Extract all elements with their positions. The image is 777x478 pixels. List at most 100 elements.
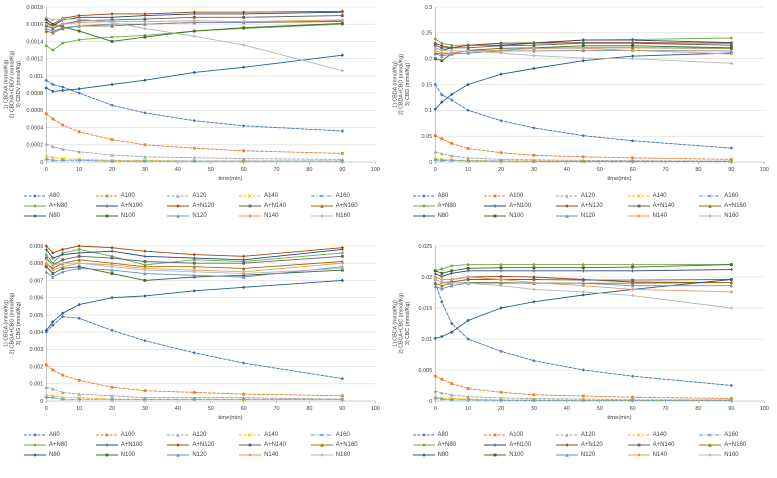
legend-item-A+N160: A+N160 xyxy=(310,441,379,449)
svg-text:10: 10 xyxy=(76,406,82,412)
legend-label: A+N100 xyxy=(509,203,532,209)
legend-sample-line xyxy=(24,443,46,447)
legend-item-N160: N160 xyxy=(699,212,767,220)
svg-text:0.001: 0.001 xyxy=(29,74,43,80)
legend-item-A120: A120 xyxy=(555,431,624,439)
svg-text:60: 60 xyxy=(629,406,635,412)
legend-label: N120 xyxy=(580,213,596,219)
legend-item-A+N140: A+N140 xyxy=(239,202,307,210)
svg-text:0.01: 0.01 xyxy=(421,337,432,343)
legend-sample-line xyxy=(95,453,118,457)
svg-text:0.005: 0.005 xyxy=(29,313,43,319)
legend-label: A100 xyxy=(120,432,135,438)
legend-label: A+N120 xyxy=(192,442,215,448)
svg-text:0.006: 0.006 xyxy=(29,296,43,302)
svg-text:time(min): time(min) xyxy=(218,176,242,182)
svg-text:0.007: 0.007 xyxy=(29,278,43,284)
svg-text:70: 70 xyxy=(662,406,668,412)
legend-item-N160: N160 xyxy=(310,212,379,220)
svg-text:30: 30 xyxy=(530,406,536,412)
legend-sample-line xyxy=(699,443,722,447)
legend-item-N100: N100 xyxy=(95,212,164,220)
chart-panel-cbga-cbg: 0 0.001 0.002 0.003 0.004 0.005 0.006 0.007 0.00… xyxy=(0,239,389,478)
svg-text:0: 0 xyxy=(433,167,436,173)
legend-label: A100 xyxy=(509,432,524,438)
legend-item-A+N120: A+N120 xyxy=(167,202,235,210)
legend-item-A120: A120 xyxy=(555,192,624,200)
svg-text:3) CBG (mmol/Kg): 3) CBG (mmol/Kg) xyxy=(16,301,22,345)
legend-sample-line xyxy=(95,433,118,437)
svg-text:70: 70 xyxy=(662,167,668,173)
legend-sample-line xyxy=(412,433,435,437)
chart-cbdva-cbdv: 0 0.0002 0.0004 0.0006 0.0008 0.001 0.0012 0.00… xyxy=(3,5,380,182)
chart-cbda-cbd: 0 0.05 0.1 0.15 0.2 0.25 0.3 0 10 20 30 40 50 60 70 80 9… xyxy=(392,5,769,182)
legend-label: A140 xyxy=(264,432,279,438)
legend-label: A+N120 xyxy=(580,203,603,209)
legend-sample-line xyxy=(95,214,118,218)
svg-text:20: 20 xyxy=(109,406,115,412)
legend-item-N120: N120 xyxy=(167,212,235,220)
legend-label: A+N160 xyxy=(335,203,358,209)
legend-label: N100 xyxy=(509,213,524,219)
legend-item-N160: N160 xyxy=(699,451,767,459)
legend-sample-line xyxy=(310,433,333,437)
legend-sample-line xyxy=(167,443,190,447)
legend-label: N80 xyxy=(437,452,449,458)
legend-sample-line xyxy=(699,453,722,457)
legend-item-A140: A140 xyxy=(627,431,696,439)
legend-item-A+N100: A+N100 xyxy=(484,441,552,449)
legend-sample-line xyxy=(310,204,333,208)
svg-text:0.0008: 0.0008 xyxy=(26,91,43,97)
legend-label: N140 xyxy=(264,452,279,458)
legend-item-N140: N140 xyxy=(627,451,696,459)
legend-cbdva-cbdv: A80 A100 A120 A140 A160 A+N80 A+N100 A+N120 A+N1… xyxy=(0,190,389,239)
legend-item-A160: A160 xyxy=(310,431,379,439)
legend-label: A+N100 xyxy=(120,203,143,209)
legend-item-N140: N140 xyxy=(239,451,307,459)
legend-label: N160 xyxy=(724,213,739,219)
legend-label: N80 xyxy=(49,452,61,458)
legend-sample-line xyxy=(239,443,262,447)
legend-sample-line xyxy=(555,194,578,198)
svg-text:90: 90 xyxy=(339,406,345,412)
legend-item-N160: N160 xyxy=(310,451,379,459)
legend-label: A+N120 xyxy=(192,203,215,209)
legend-sample-line xyxy=(310,453,333,457)
legend-label: N100 xyxy=(120,213,136,219)
svg-text:10: 10 xyxy=(76,167,82,173)
legend-item-N80: N80 xyxy=(412,212,481,220)
svg-text:0.0012: 0.0012 xyxy=(26,57,43,63)
legend-label: A+N80 xyxy=(437,203,457,209)
svg-text:70: 70 xyxy=(273,167,279,173)
legend-label: A140 xyxy=(264,193,279,199)
chart-panel-cbda-cbd: 0 0.05 0.1 0.15 0.2 0.25 0.3 0 10 20 30 40 50 60 70 80 9… xyxy=(389,0,777,239)
legend-item-A+N100: A+N100 xyxy=(484,202,552,210)
legend-item-N80: N80 xyxy=(412,451,481,459)
svg-text:100: 100 xyxy=(371,406,380,412)
svg-text:0.015: 0.015 xyxy=(418,306,432,312)
legend-label: N160 xyxy=(335,213,351,219)
legend-label: A120 xyxy=(192,432,207,438)
svg-text:90: 90 xyxy=(339,167,345,173)
legend-label: A+N100 xyxy=(509,442,532,448)
svg-text:90: 90 xyxy=(728,167,734,173)
legend-label: A160 xyxy=(724,193,739,199)
svg-text:0.0014: 0.0014 xyxy=(26,39,43,45)
svg-text:0.001: 0.001 xyxy=(29,382,43,388)
legend-label: A+N160 xyxy=(724,203,747,209)
legend-item-A+N140: A+N140 xyxy=(627,441,696,449)
legend-label: N80 xyxy=(49,213,61,219)
svg-text:0: 0 xyxy=(40,160,43,166)
svg-text:40: 40 xyxy=(175,167,181,173)
legend-sample-line xyxy=(699,433,722,437)
legend-label: N160 xyxy=(335,452,351,458)
svg-text:40: 40 xyxy=(175,406,181,412)
legend-label: A80 xyxy=(437,193,449,199)
svg-text:0.0018: 0.0018 xyxy=(26,5,43,11)
svg-text:0.0002: 0.0002 xyxy=(26,143,43,149)
legend-label: N120 xyxy=(192,213,207,219)
legend-sample-line xyxy=(555,214,578,218)
svg-text:60: 60 xyxy=(241,406,247,412)
svg-text:0.002: 0.002 xyxy=(29,364,43,370)
